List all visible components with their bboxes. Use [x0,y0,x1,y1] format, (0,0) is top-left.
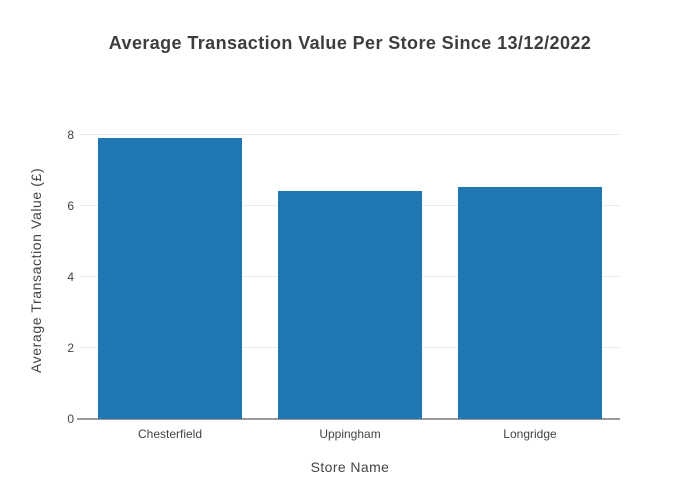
y-tick-label: 2 [67,341,74,356]
x-tick-label: Chesterfield [137,427,203,441]
y-tick-label: 6 [67,199,74,214]
gridline [80,134,620,136]
chart-title: Average Transaction Value Per Store Sinc… [108,33,592,53]
bar-longridge[interactable] [458,186,602,419]
x-axis-title: Store Name [310,459,390,475]
x-axis-line [77,418,620,420]
bar-uppingham[interactable] [278,190,422,419]
plot-area [80,121,620,419]
y-tick-label: 0 [67,412,74,426]
x-tick-label: Uppingham [319,427,381,441]
y-tick-label: 8 [67,128,74,143]
bar-chesterfield[interactable] [98,138,242,419]
x-tick-label: Longridge [503,427,557,441]
y-tick-label: 4 [67,270,74,285]
